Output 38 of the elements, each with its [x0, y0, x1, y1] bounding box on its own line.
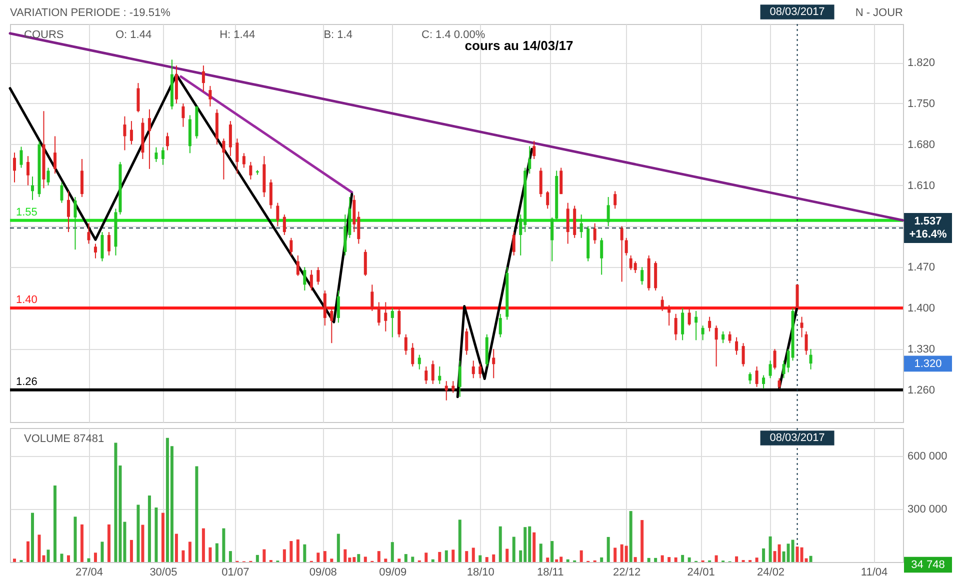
ref-line-label: 1.40	[16, 294, 38, 306]
y-tick-label: 600 000	[908, 450, 948, 463]
x-tick-label: 18/11	[536, 566, 564, 578]
x-tick-label: 09/08	[309, 566, 337, 578]
y-tick-label: 1.400	[908, 302, 936, 315]
x-tick-label: 22/12	[613, 566, 641, 578]
y-tick-label: 1.260	[908, 384, 936, 396]
y-tick-label: 300 000	[908, 504, 948, 516]
x-tick-label: 01/07	[222, 566, 250, 578]
y-tick-label: 1.610	[908, 180, 936, 192]
annotation: O: 1.44	[116, 29, 152, 41]
y-tick-label: 1.820	[908, 57, 936, 70]
text: N - JOUR	[855, 7, 904, 19]
y-tick-label: 1.680	[908, 138, 936, 151]
text: VARIATION PERIODE : -19.51%	[10, 7, 171, 19]
x-tick-label: 11/04	[860, 566, 888, 578]
x-tick-label: 30/05	[150, 566, 178, 578]
x-tick-label: 24/02	[757, 566, 785, 578]
annotation: H: 1.44	[220, 29, 256, 41]
ref-line-label: 08/03/2017	[770, 432, 825, 444]
x-tick-label: 27/04	[75, 566, 103, 578]
text: 1.320	[914, 358, 942, 370]
text: cours au 14/03/17	[464, 38, 574, 53]
y-tick-label: 1.470	[908, 262, 936, 274]
ref-line-label: 1.26	[16, 376, 38, 388]
annotation: C: 1.4 0.00%	[422, 29, 486, 41]
x-tick-label: 09/09	[379, 566, 407, 578]
text: 34 748	[911, 558, 945, 571]
annotation: VOLUME 87481	[24, 433, 104, 445]
x-tick-label: 24/01	[687, 566, 715, 578]
x-tick-label: 18/10	[466, 566, 494, 578]
ref-line-label: 1.537 +16.4%	[909, 215, 948, 240]
y-tick-label: 1.330	[908, 343, 936, 356]
annotation: B: 1.4	[324, 29, 352, 41]
y-tick-label: 1.750	[908, 98, 936, 110]
annotation: COURS	[24, 29, 64, 41]
ref-line-label: 1.55	[16, 206, 38, 218]
ref-line-label: 08/03/2017	[770, 6, 825, 18]
